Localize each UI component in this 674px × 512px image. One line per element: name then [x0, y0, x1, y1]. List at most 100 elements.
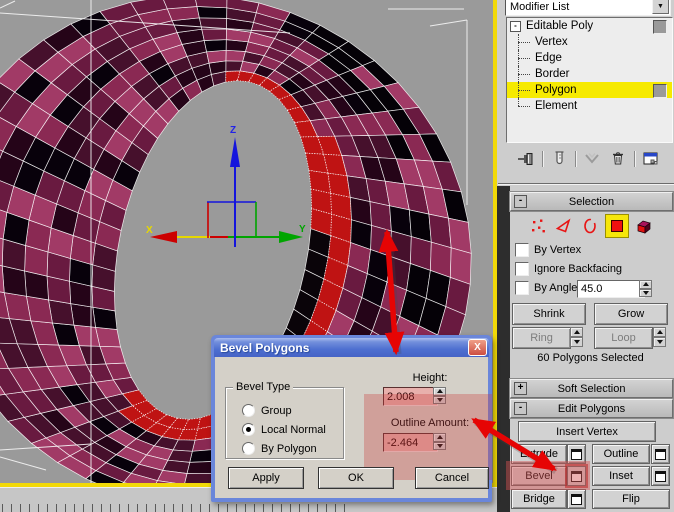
insert-vertex-label: Insert Vertex	[556, 425, 618, 438]
stack-item-polygon[interactable]: Polygon	[507, 82, 672, 98]
grow-button[interactable]: Grow	[594, 303, 668, 325]
spinner-up-icon[interactable]	[433, 387, 446, 396]
radio-icon[interactable]	[242, 442, 255, 455]
dialog-title-bar[interactable]: Bevel Polygons	[214, 338, 489, 357]
height-spinner[interactable]	[433, 387, 446, 404]
by-vertex-checkbox[interactable]	[515, 243, 529, 257]
collapse-icon[interactable]: -	[510, 21, 521, 32]
settings-window-icon	[655, 470, 666, 482]
make-unique-icon[interactable]	[582, 149, 602, 169]
stack-item-editable-poly[interactable]: - Editable Poly	[507, 18, 672, 34]
cancel-button[interactable]: Cancel	[415, 467, 489, 489]
loop-spinner[interactable]	[653, 327, 666, 347]
by-angle-spinner[interactable]	[639, 280, 652, 297]
dialog-body: Bevel Type Group Local Normal By Polygon H…	[215, 357, 492, 498]
loop-button[interactable]: Loop	[594, 327, 653, 349]
bevel-type-option-local-normal[interactable]: Local Normal	[242, 423, 326, 436]
tree-line	[518, 74, 530, 75]
spinner-down-icon[interactable]	[433, 441, 446, 450]
modifier-stack[interactable]: - Editable Poly Vertex Edge Border Polygon Ele…	[506, 17, 673, 143]
toolbar-separator	[633, 151, 635, 167]
spinner-up-icon[interactable]	[639, 280, 652, 289]
modifier-list-dropdown[interactable]: Modifier List ▼	[505, 0, 671, 16]
outline-settings-button[interactable]	[651, 444, 670, 464]
radio-icon[interactable]	[242, 423, 255, 436]
loop-label: Loop	[611, 332, 636, 344]
close-icon[interactable]: X	[468, 339, 487, 356]
stack-item-element[interactable]: Element	[507, 98, 672, 114]
ignore-backfacing-checkbox[interactable]	[515, 262, 529, 276]
bevel-polygons-dialog[interactable]: Bevel Polygons X Bevel Type Group Local N…	[211, 335, 492, 502]
by-angle-checkbox[interactable]	[515, 281, 529, 295]
spinner-down-icon[interactable]	[653, 337, 666, 347]
stack-item-vertex[interactable]: Vertex	[507, 34, 672, 50]
subobject-level-icons	[514, 213, 668, 238]
cancel-label: Cancel	[434, 472, 470, 484]
remove-modifier-icon[interactable]	[608, 149, 628, 169]
collapse-icon[interactable]: -	[514, 402, 527, 415]
stack-item-edge[interactable]: Edge	[507, 50, 672, 66]
stack-item-border[interactable]: Border	[507, 66, 672, 82]
option-label: Group	[261, 404, 292, 417]
by-angle-field[interactable]: 45.0	[577, 280, 645, 298]
show-end-result-icon[interactable]	[549, 149, 569, 169]
expand-icon[interactable]: +	[514, 382, 527, 395]
bevel-type-option-by-polygon[interactable]: By Polygon	[242, 442, 317, 455]
configure-modifier-sets-icon[interactable]	[641, 149, 661, 169]
collapse-icon[interactable]: -	[514, 195, 527, 208]
bevel-button[interactable]: Bevel	[511, 466, 567, 486]
outline-amount-label: Outline Amount:	[390, 417, 470, 429]
rollout-soft-selection-header[interactable]: + Soft Selection	[510, 379, 673, 398]
stack-item-label: Border	[535, 68, 570, 80]
bevel-settings-button[interactable]	[567, 466, 586, 486]
spinner-up-icon[interactable]	[570, 327, 583, 337]
bridge-button[interactable]: Bridge	[511, 489, 567, 509]
subobject-element-icon[interactable]	[633, 215, 655, 237]
axis-y-label: Y	[299, 224, 306, 235]
rollout-edit-polygons-header[interactable]: - Edit Polygons	[510, 399, 673, 418]
extrude-button[interactable]: Extrude	[511, 444, 567, 464]
ring-button[interactable]: Ring	[512, 327, 571, 349]
inset-button[interactable]: Inset	[592, 466, 650, 486]
apply-button[interactable]: Apply	[228, 467, 304, 489]
bridge-settings-button[interactable]	[567, 489, 586, 509]
spinner-up-icon[interactable]	[433, 433, 446, 442]
spinner-down-icon[interactable]	[570, 337, 583, 347]
radio-icon[interactable]	[242, 404, 255, 417]
spinner-down-icon[interactable]	[639, 288, 652, 297]
spinner-down-icon[interactable]	[433, 395, 446, 404]
ok-label: OK	[348, 472, 364, 484]
extrude-settings-button[interactable]	[567, 444, 586, 464]
tree-line	[518, 42, 530, 43]
settings-window-icon	[655, 448, 666, 460]
stack-item-label: Edge	[535, 52, 562, 64]
outline-amount-spinner[interactable]	[433, 433, 446, 450]
inset-settings-button[interactable]	[651, 466, 670, 486]
ring-spinner[interactable]	[570, 327, 583, 347]
ok-button[interactable]: OK	[318, 467, 394, 489]
rollout-soft-selection-title: Soft Selection	[557, 382, 626, 395]
subobject-polygon-icon[interactable]	[605, 213, 629, 238]
spinner-up-icon[interactable]	[653, 327, 666, 337]
subobject-vertex-icon[interactable]	[527, 215, 549, 237]
modifier-onoff-swatch[interactable]	[653, 20, 667, 34]
toolbar-separator	[574, 151, 576, 167]
shrink-button[interactable]: Shrink	[512, 303, 586, 325]
apply-label: Apply	[252, 472, 280, 484]
rollout-selection-title: Selection	[568, 195, 615, 208]
modifier-onoff-swatch[interactable]	[653, 84, 667, 98]
subobject-border-icon[interactable]	[579, 215, 601, 237]
pin-stack-icon[interactable]	[516, 149, 536, 169]
insert-vertex-button[interactable]: Insert Vertex	[518, 421, 656, 442]
flip-button[interactable]: Flip	[592, 489, 670, 509]
outline-button[interactable]: Outline	[592, 444, 650, 464]
height-field[interactable]: 2.008	[383, 387, 438, 406]
shrink-label: Shrink	[533, 308, 565, 320]
subobject-edge-icon[interactable]	[553, 215, 575, 237]
outline-amount-field[interactable]: -2.464	[383, 433, 438, 452]
flip-label: Flip	[622, 493, 640, 505]
chevron-down-icon[interactable]: ▼	[652, 0, 669, 14]
rollout-selection-header[interactable]: - Selection	[510, 192, 673, 211]
modifier-stack-toolbar	[505, 146, 671, 172]
bevel-type-option-group[interactable]: Group	[242, 404, 292, 417]
